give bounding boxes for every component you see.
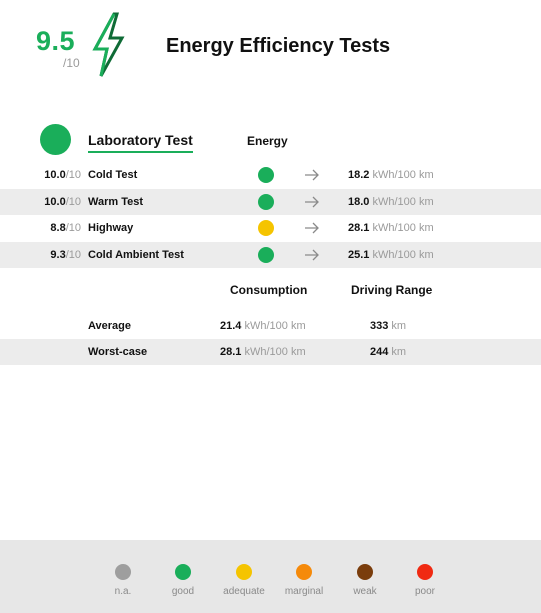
header: 9.5 /10 Energy Efficiency Tests: [0, 0, 541, 90]
energy-value: 18.2 kWh/100 km: [348, 169, 434, 181]
test-score: 9.3/10: [50, 248, 81, 261]
arrow-right-icon: [305, 196, 319, 207]
rating-dot: [258, 246, 274, 263]
overall-score: 9.5: [36, 26, 76, 56]
test-label: Cold Ambient Test: [88, 248, 184, 261]
test-score: 10.0/10: [44, 195, 81, 208]
table-row: 8.8/10 Highway 28.1 kWh/100 km: [0, 215, 541, 242]
legend-item: n.a.: [93, 564, 153, 597]
page-title: Energy Efficiency Tests: [166, 35, 391, 57]
overall-score-denominator: /10: [63, 56, 80, 70]
rating-legend: n.a. good adequate marginal weak poor: [0, 540, 541, 613]
legend-label: weak: [353, 586, 377, 597]
test-score: 8.8/10: [50, 222, 81, 234]
legend-dot: [357, 564, 373, 580]
rating-dot: [258, 220, 274, 236]
test-label: Cold Test: [88, 169, 138, 181]
legend-label: n.a.: [114, 586, 132, 597]
legend-label: poor: [414, 586, 435, 597]
table-row: Worst-case 28.1 kWh/100 km 244 km: [0, 339, 541, 365]
legend-dot: [115, 564, 131, 580]
energy-value: 28.1 kWh/100 km: [348, 222, 434, 234]
driving-range-column-header: Driving Range: [351, 283, 433, 297]
legend-dot: [296, 564, 312, 580]
energy-value: 18.0 kWh/100 km: [348, 195, 434, 208]
consumption-value: 21.4 kWh/100 km: [220, 320, 306, 332]
range-value: 333 km: [370, 320, 407, 332]
arrow-right-icon: [305, 222, 319, 234]
lab-status-dot: [40, 124, 71, 155]
legend-label: good: [171, 586, 195, 597]
consumption-table: Average 21.4 kWh/100 km 333 km Worst-cas…: [0, 313, 541, 365]
consumption-column-header: Consumption: [230, 283, 308, 297]
legend-dot: [417, 564, 433, 580]
legend-item: good: [153, 564, 213, 597]
lightning-bolt-icon: [92, 12, 125, 77]
rating-dot: [258, 193, 274, 210]
test-label: Highway: [88, 222, 134, 234]
rating-dot: [258, 167, 274, 183]
legend-item: adequate: [214, 564, 274, 597]
legend-label: adequate: [223, 586, 265, 597]
legend-label: marginal: [284, 586, 324, 597]
legend-dot: [175, 564, 191, 580]
arrow-right-icon: [305, 249, 319, 260]
range-value: 244 km: [370, 346, 407, 358]
table-row: 9.3/10 Cold Ambient Test 25.1 kWh/100 km: [0, 241, 541, 268]
legend-item: poor: [395, 564, 455, 597]
test-label: Warm Test: [88, 195, 144, 208]
consumption-row-label: Worst-case: [88, 346, 148, 358]
table-row: 10.0/10 Warm Test 18.0 kWh/100 km: [0, 188, 541, 215]
legend-item: marginal: [274, 564, 334, 597]
table-row: Average 21.4 kWh/100 km 333 km: [0, 313, 541, 339]
consumption-value: 28.1 kWh/100 km: [220, 346, 306, 358]
energy-value: 25.1 kWh/100 km: [348, 248, 434, 261]
energy-column-header: Energy: [247, 134, 288, 148]
test-table: 10.0/10 Cold Test 18.2 kWh/100 km 10.0/1…: [0, 162, 541, 268]
consumption-row-label: Average: [88, 320, 132, 332]
lab-section-title: Laboratory Test: [88, 132, 193, 153]
legend-dot: [236, 564, 252, 580]
legend-item: weak: [335, 564, 395, 597]
table-row: 10.0/10 Cold Test 18.2 kWh/100 km: [0, 162, 541, 189]
test-score: 10.0/10: [44, 169, 81, 181]
arrow-right-icon: [305, 169, 319, 181]
